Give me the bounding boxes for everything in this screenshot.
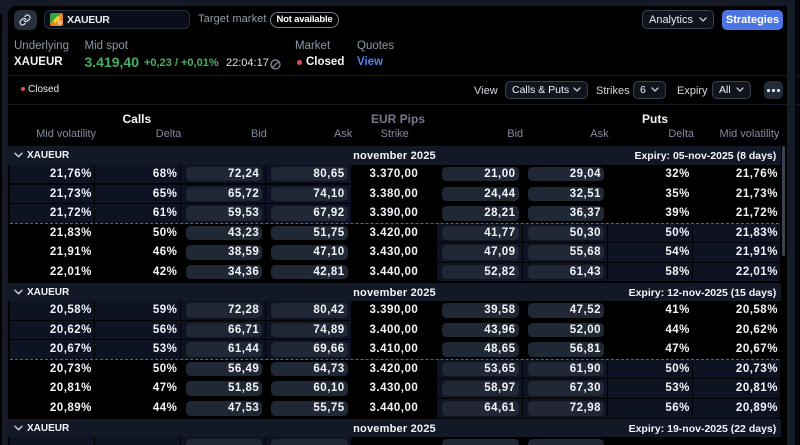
svg-text:D: D	[58, 21, 62, 26]
